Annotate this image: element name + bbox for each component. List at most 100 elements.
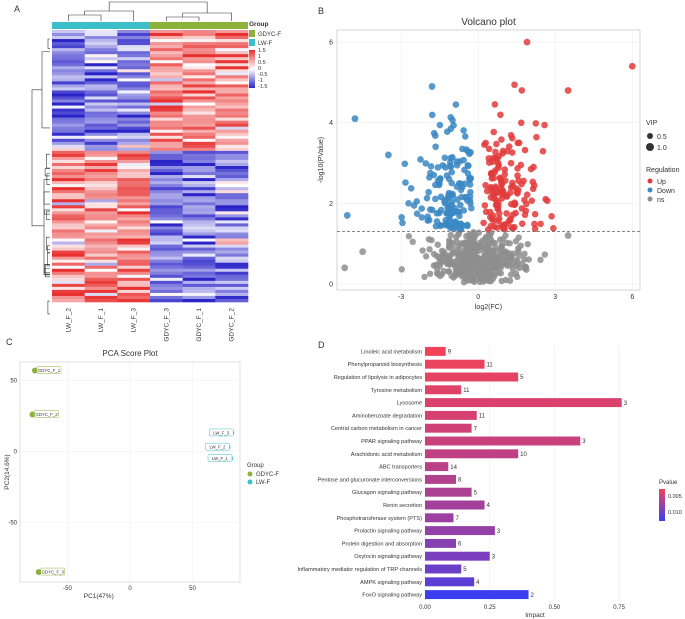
heatmap-cell	[182, 202, 216, 206]
heatmap-cell	[117, 93, 151, 97]
heatmap-cell	[150, 262, 183, 267]
heatmap-cell	[117, 144, 151, 149]
heatmap-cell	[150, 175, 183, 179]
heatmap-cell	[84, 159, 118, 164]
heatmap-cell	[117, 63, 151, 67]
heatmap-cell	[150, 60, 183, 64]
heatmap-cell	[215, 150, 249, 155]
pathway-bar	[425, 372, 519, 382]
volcano-point-ns	[461, 252, 469, 260]
heatmap-cell	[84, 268, 118, 273]
heatmap-cell	[150, 223, 183, 227]
volcano-point-ns	[502, 232, 509, 239]
heatmap-cell	[84, 241, 118, 245]
heatmap-cell	[182, 117, 216, 121]
heatmap-cell	[84, 187, 118, 191]
heatmap-cell	[52, 184, 85, 188]
heatmap-cells	[52, 30, 249, 303]
heatmap-cell	[84, 238, 118, 242]
heatmap-cell	[215, 57, 249, 61]
heatmap-cell	[52, 96, 85, 100]
heatmap-cell	[84, 217, 118, 221]
heatmap-cell	[52, 84, 85, 88]
heatmap-cell	[117, 259, 151, 264]
heatmap-scale-tick: 0.5	[258, 60, 266, 66]
heatmap-cell	[150, 33, 183, 37]
pathway-bar	[425, 500, 485, 510]
bar-x-tick: 0.00	[419, 605, 431, 611]
heatmap-cell	[84, 208, 118, 212]
heatmap-cell	[150, 208, 183, 212]
volcano-point-up	[523, 38, 531, 46]
heatmap-cell	[52, 271, 85, 276]
heatmap-cell	[215, 193, 249, 197]
heatmap-cell	[84, 259, 118, 264]
volcano-point-up	[482, 139, 490, 147]
volcano-point-down	[459, 145, 466, 153]
heatmap-cell	[182, 256, 216, 260]
dendro-branch	[43, 191, 50, 205]
volcano-point-up	[542, 195, 549, 203]
volcano-point-ns	[516, 264, 523, 272]
volcano-point-ns	[507, 271, 515, 278]
heatmap-cell	[117, 120, 151, 124]
volcano-point-up	[548, 213, 555, 220]
pathway-bar	[425, 385, 462, 395]
volcano-point-down	[446, 224, 454, 232]
heatmap-cell	[215, 147, 249, 152]
heatmap-cell	[150, 250, 183, 254]
volcano-point-up	[499, 147, 507, 155]
volcano-point-up	[495, 202, 502, 210]
heatmap-cell	[150, 156, 183, 161]
heatmap-cell	[84, 36, 118, 40]
heatmap-cell	[182, 132, 216, 137]
heatmap-cell	[215, 66, 249, 70]
heatmap-cell	[84, 277, 118, 282]
heatmap-cell	[52, 283, 85, 288]
volcano-point-ns	[489, 275, 496, 283]
heatmap-cell	[182, 159, 216, 164]
heatmap-cell	[84, 144, 118, 149]
heatmap-cell	[182, 66, 216, 70]
heatmap-cell	[182, 226, 216, 230]
heatmap-column-label: LW_F_3	[131, 308, 138, 332]
volcano-point-down	[467, 200, 474, 207]
volcano-point-down	[467, 188, 474, 196]
heatmap-cell	[117, 220, 151, 224]
volcano-point-up	[531, 182, 538, 189]
pca-legend: Group GDYC-F LW-F	[247, 463, 279, 486]
heatmap-cell	[52, 295, 85, 300]
pathway-category-label: Linoleic acid metabolism	[361, 349, 422, 355]
volcano-point-ns	[490, 252, 498, 259]
heatmap-cell	[52, 57, 85, 61]
pca-point-label-box	[207, 454, 233, 462]
volcano-point-ns	[419, 247, 426, 254]
volcano-point-down	[343, 212, 351, 219]
volcano-point-ns	[517, 242, 524, 249]
heatmap-cell	[150, 289, 183, 294]
volcano-point-down	[401, 160, 409, 168]
heatmap-cell	[215, 78, 249, 82]
dendro-branch	[47, 300, 50, 315]
volcano-point-ns	[472, 262, 479, 269]
volcano-point-down	[439, 162, 447, 169]
heatmap-cell	[215, 214, 249, 218]
heatmap-cell	[52, 153, 85, 158]
heatmap-cell	[150, 187, 183, 191]
volcano-point-down	[448, 209, 456, 217]
heatmap-cell	[215, 135, 249, 140]
pvalue-color-scale	[659, 489, 665, 521]
volcano-point-ns	[512, 270, 520, 277]
heatmap-cell	[182, 184, 216, 188]
heatmap-cell	[182, 298, 216, 303]
pca-point-label: GDYC_F_1	[38, 368, 61, 373]
pathway-bar	[425, 564, 462, 574]
heatmap-cell	[52, 132, 85, 137]
heatmap-cell	[52, 117, 85, 121]
heatmap-cell	[52, 141, 85, 146]
heatmap-cell	[182, 181, 216, 185]
volcano-y-tick: 6	[329, 40, 333, 47]
heatmap-cell	[52, 48, 85, 52]
heatmap-cell	[215, 129, 249, 134]
